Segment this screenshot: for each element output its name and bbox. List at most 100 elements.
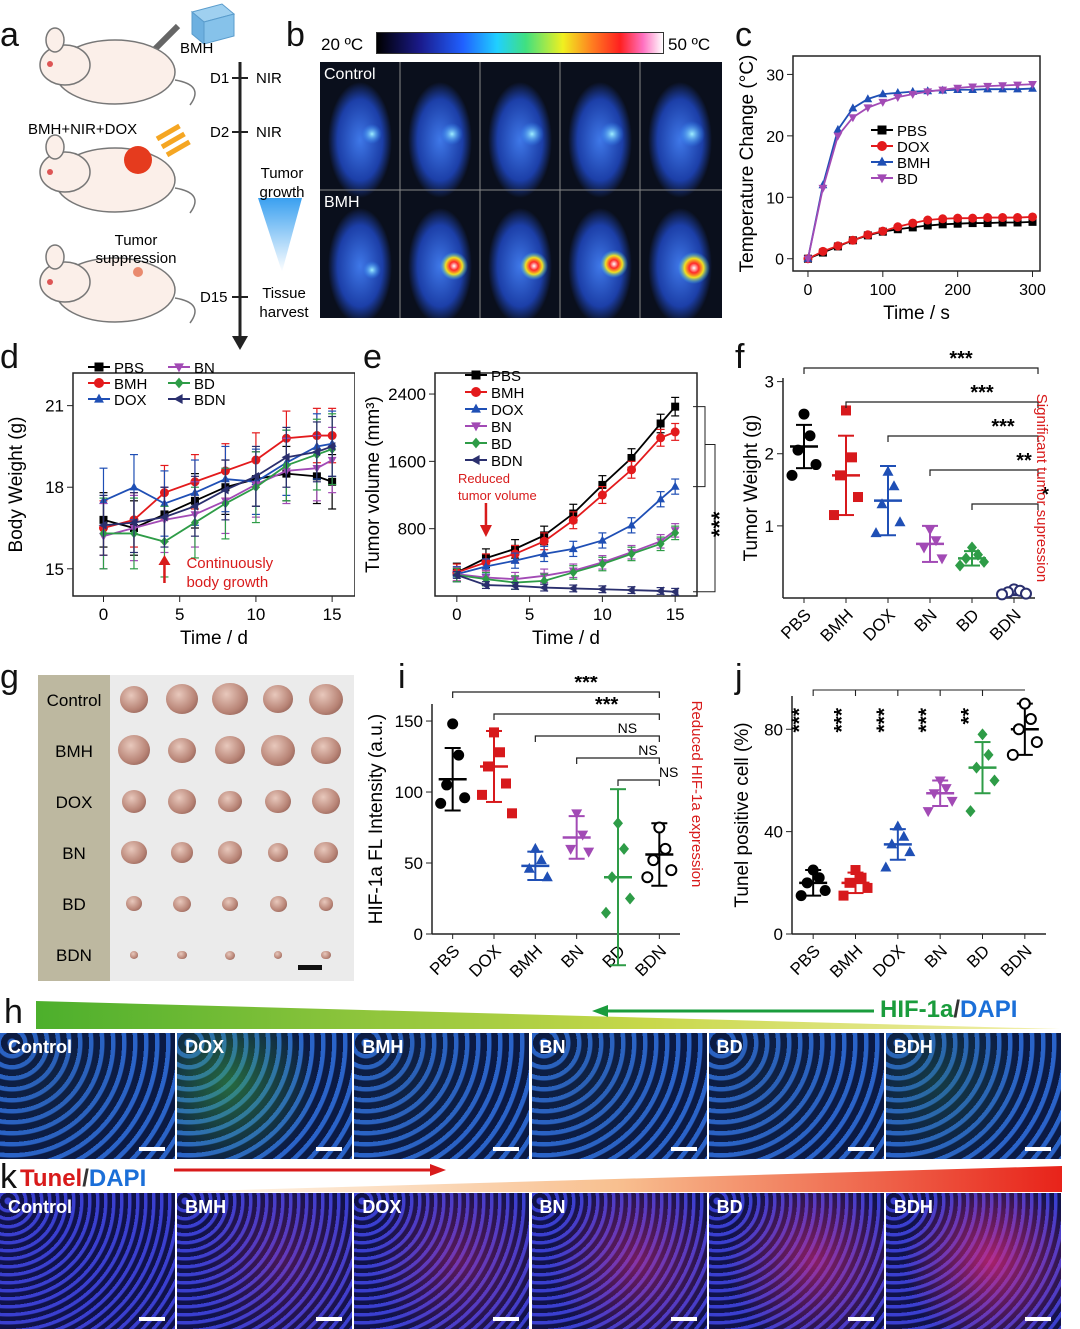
tumor-row-label: Control	[46, 690, 102, 710]
significance-bracket	[803, 367, 1039, 374]
data-point	[882, 465, 894, 476]
x-tick-label: DOX	[869, 941, 908, 980]
tumor-row-label: BN	[62, 843, 86, 863]
mouse-illustration	[39, 27, 196, 106]
data-point	[626, 585, 635, 595]
legend-label: DOX	[491, 402, 524, 419]
data-point	[627, 520, 636, 529]
data-point	[539, 549, 549, 558]
data-point	[853, 492, 863, 503]
x-tick-label: 300	[1019, 282, 1046, 299]
series-line	[807, 216, 1033, 260]
tumor-sample	[165, 684, 199, 715]
data-point	[489, 727, 499, 738]
annotation-text: body growth	[186, 574, 268, 591]
group-bd	[601, 788, 635, 967]
data-point	[571, 809, 583, 820]
data-point	[938, 86, 948, 95]
data-point	[979, 555, 989, 568]
micrograph-label: Control	[8, 1037, 72, 1057]
significance-bracket	[971, 503, 1039, 510]
tumor-sample	[309, 683, 343, 715]
data-point	[850, 865, 861, 876]
x-tick-label: 10	[246, 605, 265, 624]
data-point	[862, 882, 873, 893]
x-tick-label: BMH	[826, 941, 866, 981]
significance-stars: ***	[915, 707, 938, 732]
data-point	[481, 574, 490, 584]
row-label-control: Control	[324, 66, 376, 83]
data-point	[818, 246, 828, 256]
thermal-mice	[320, 62, 722, 324]
data-point	[1012, 723, 1025, 736]
panel-letter-e: e	[363, 338, 382, 376]
data-point	[848, 103, 858, 112]
micrograph-label: BN	[539, 1037, 566, 1057]
micrograph-tile: BDH	[885, 1193, 1061, 1329]
series-line	[807, 220, 1033, 260]
legend-label: BN	[194, 360, 215, 377]
data-point	[848, 114, 858, 123]
data-point	[670, 481, 680, 490]
data-point	[968, 83, 978, 92]
data-point	[878, 226, 888, 236]
data-point	[483, 761, 493, 772]
data-point	[653, 821, 666, 834]
tumor-sample	[311, 788, 341, 815]
data-point	[539, 536, 549, 546]
data-point	[977, 728, 988, 741]
significance-bracket	[897, 689, 1025, 696]
data-point	[968, 219, 977, 228]
significance-label: ***	[595, 694, 619, 716]
data-point	[627, 465, 636, 475]
data-point	[1028, 212, 1038, 222]
x-tick-label: 0	[99, 605, 108, 624]
data-point	[953, 84, 963, 93]
plot-frame	[434, 372, 698, 597]
y-axis-label: Body Weight (g)	[6, 417, 27, 553]
data-point	[940, 784, 952, 795]
legend-label: DOX	[114, 392, 147, 409]
data-point	[529, 842, 541, 853]
data-point	[835, 470, 845, 481]
data-point	[923, 215, 933, 225]
x-axis-label: Time / d	[180, 628, 248, 649]
scale-bar	[670, 1147, 697, 1151]
y-tick-label: 800	[398, 520, 426, 539]
y-tick-label: 100	[395, 783, 423, 802]
group-bdn	[996, 583, 1032, 601]
data-point	[930, 536, 942, 547]
data-point	[938, 214, 948, 224]
tumor-sample	[314, 841, 338, 864]
x-tick-label: BMH	[817, 605, 857, 645]
legend-swatch-marker	[877, 174, 887, 184]
legend-swatch-marker	[877, 141, 887, 151]
series-line	[103, 445, 333, 527]
legend-label: BD	[491, 436, 512, 453]
significance-bracket	[693, 444, 716, 593]
micrograph-tile: BMH	[177, 1193, 353, 1329]
data-point	[983, 82, 993, 91]
data-point	[898, 830, 910, 841]
tumor-sample	[121, 790, 147, 813]
significance-stars: ***	[707, 511, 732, 537]
legend-swatch-marker	[173, 394, 183, 404]
data-point	[818, 184, 828, 193]
chart-tumor-volume: 0 5 10 15 800 1600 2400 Time / d Tumor volume (m…	[363, 368, 732, 649]
x-tick-label: 0	[452, 605, 461, 624]
legend-label: PBS	[897, 123, 927, 140]
data-point	[953, 219, 962, 228]
data-point	[924, 525, 936, 536]
x-tick-label: PBS	[786, 941, 823, 978]
data-point	[923, 221, 932, 230]
tumor-sample	[321, 950, 331, 960]
significance-bracket	[929, 469, 1039, 476]
group-dox	[870, 465, 906, 538]
mouse-illustration	[39, 134, 196, 214]
y-tick-label: 1	[765, 517, 774, 536]
data-point	[798, 408, 810, 420]
significance-bracket	[887, 435, 1039, 442]
y-tick-label: 18	[45, 478, 64, 497]
